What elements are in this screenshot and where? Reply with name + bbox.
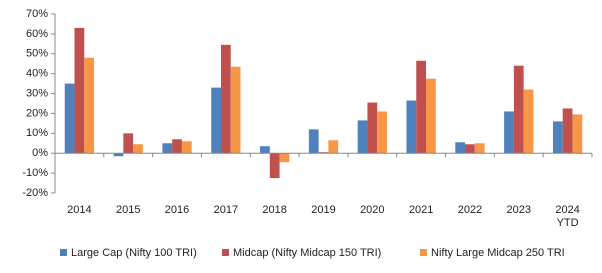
bar <box>269 153 280 179</box>
bar <box>406 100 417 154</box>
bar <box>377 111 387 154</box>
bar <box>211 87 221 154</box>
bar <box>416 60 427 154</box>
bar <box>523 89 534 154</box>
bar <box>562 108 573 154</box>
y-tick-label: 60% <box>26 28 48 40</box>
y-tick-label: 10% <box>26 127 48 139</box>
bar <box>220 44 231 154</box>
bar <box>113 153 124 157</box>
bar <box>513 65 524 154</box>
bar <box>572 114 583 154</box>
x-tick-label: 2020 <box>360 204 385 216</box>
x-tick-label: 2024 YTD <box>555 204 580 229</box>
bar <box>162 143 173 154</box>
bar <box>74 27 85 154</box>
x-tick-label: 2017 <box>213 204 239 216</box>
x-tick-label: 2015 <box>115 204 141 216</box>
bar <box>426 78 436 154</box>
bar <box>230 66 241 154</box>
bar <box>357 120 368 154</box>
bar <box>328 140 339 154</box>
y-tick-label: 50% <box>26 48 48 60</box>
y-tick-label: 20% <box>26 107 48 119</box>
x-tick-label: 2018 <box>262 204 287 216</box>
legend-label: Large Cap (Nifty 100 TRI) <box>71 247 197 259</box>
bar <box>172 139 182 154</box>
bar <box>455 142 466 154</box>
bar <box>64 83 75 154</box>
bar <box>260 146 270 154</box>
y-tick-label: 30% <box>26 87 48 99</box>
legend-swatch <box>222 249 229 256</box>
y-tick-label: 40% <box>26 68 48 80</box>
x-tick-label: 2021 <box>408 204 434 216</box>
bar <box>279 153 290 163</box>
y-tick-label: -10% <box>22 167 48 179</box>
legend-swatch <box>60 249 67 256</box>
bar <box>84 57 95 154</box>
legend-swatch <box>420 249 427 256</box>
x-tick-label: 2014 <box>67 204 92 216</box>
y-tick-label: 70% <box>26 8 48 20</box>
bar <box>474 143 485 154</box>
x-tick-label: 2019 <box>311 204 336 216</box>
x-tick-label: 2022 <box>457 204 483 216</box>
x-tick-label: 2016 <box>164 204 190 216</box>
legend-label: Nifty Large Midcap 250 TRI <box>431 247 565 259</box>
bar <box>123 133 134 154</box>
bar <box>367 102 378 154</box>
x-tick-label: 2023 <box>506 204 531 216</box>
bar <box>504 111 514 154</box>
legend-label: Midcap (Nifty Midcap 150 TRI) <box>233 247 381 259</box>
bar <box>552 121 563 154</box>
y-tick-label: 0% <box>32 147 48 159</box>
bar <box>181 141 192 154</box>
bar <box>308 129 319 154</box>
bar <box>465 144 475 154</box>
y-tick-label: -20% <box>22 187 48 199</box>
bar <box>133 144 143 154</box>
